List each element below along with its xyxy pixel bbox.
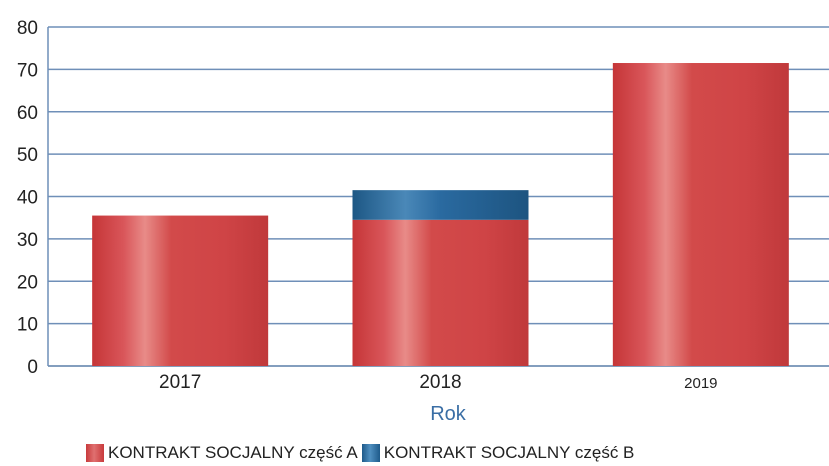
bar-2017-series-a: [92, 215, 269, 366]
y-tick-label: 50: [17, 145, 38, 166]
y-tick-label: 80: [17, 18, 38, 39]
y-tick-label: 20: [17, 272, 38, 293]
x-axis-ticks: 2017 2018 2019: [159, 372, 717, 393]
bar-2019-series-a: [612, 63, 789, 367]
x-tick-label: 2017: [159, 372, 201, 393]
legend-label-a: KONTRAKT SOCJALNY część A: [108, 443, 358, 462]
legend-item-a: KONTRAKT SOCJALNY część A: [86, 443, 358, 463]
bar-chart: 0 10 20 30 40 50 60 70 80 2017 2018 2019 Rok: [17, 18, 829, 425]
legend: KONTRAKT SOCJALNY część A KONTRAKT SOCJA…: [86, 443, 638, 463]
legend-item-b: KONTRAKT SOCJALNY część B: [361, 443, 635, 463]
y-tick-label: 60: [17, 103, 38, 124]
bar-2018-series-a: [352, 219, 529, 366]
bar-2018-series-b: [352, 190, 529, 220]
legend-swatch-a: [86, 444, 104, 462]
y-tick-label: 0: [27, 357, 38, 378]
x-axis-label: Rok: [430, 403, 467, 425]
bars: [92, 63, 789, 367]
x-tick-label: 2019: [684, 375, 717, 392]
x-tick-label: 2018: [419, 372, 461, 393]
legend-label-b: KONTRAKT SOCJALNY część B: [383, 443, 635, 462]
y-tick-label: 40: [17, 188, 38, 209]
y-axis-ticks: 0 10 20 30 40 50 60 70 80: [17, 18, 38, 378]
y-tick-label: 10: [17, 315, 38, 336]
legend-swatch-b: [361, 444, 380, 462]
y-tick-label: 70: [17, 60, 38, 81]
y-tick-label: 30: [17, 230, 38, 251]
